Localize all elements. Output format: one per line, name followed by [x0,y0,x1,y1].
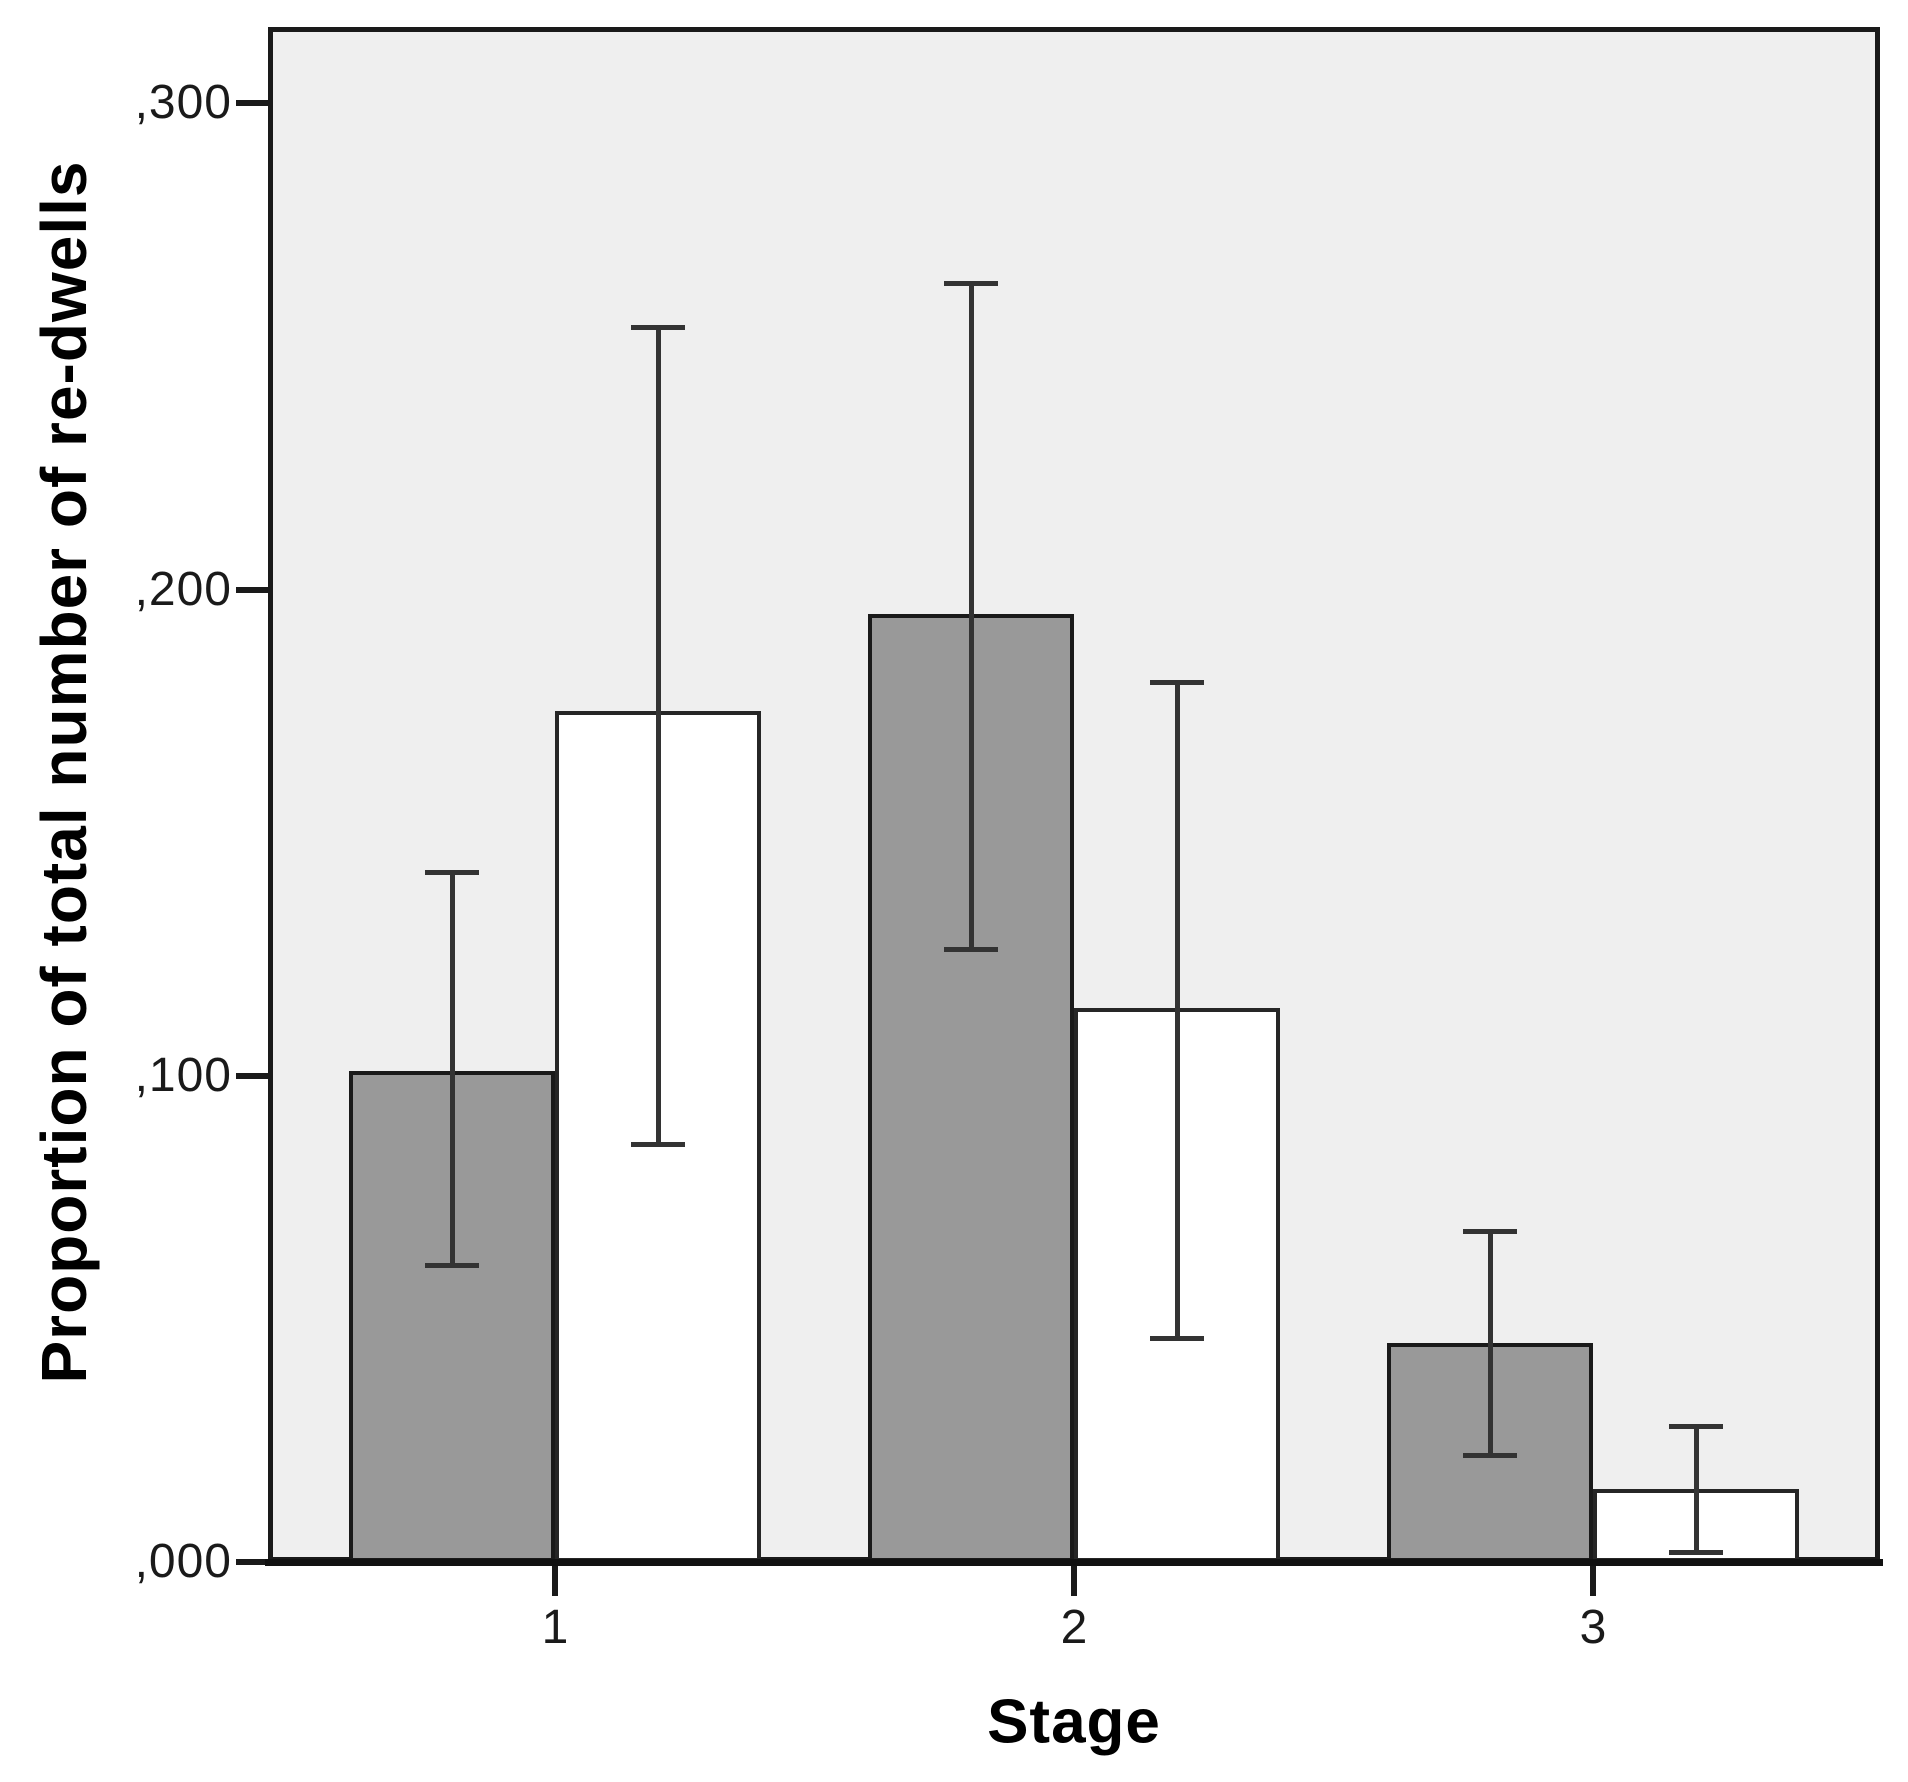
error-bar-cap-bottom [631,1141,685,1147]
y-axis-tick [236,1072,268,1079]
y-tick-label: ,300 [134,76,232,130]
error-bar-line [1487,1231,1493,1456]
y-tick-label: ,100 [134,1048,232,1102]
error-bar-cap-bottom [1463,1453,1517,1459]
error-bar-cap-bottom [1669,1550,1723,1556]
error-bar-cap-bottom [1150,1336,1204,1342]
x-tick-label: 2 [1060,1601,1088,1654]
error-bar-cap-bottom [944,947,998,953]
x-tick-label: 1 [541,1601,569,1654]
error-bar-cap-top [1669,1423,1723,1429]
error-bar-cap-top [1463,1229,1517,1235]
y-tick-label: ,200 [134,562,232,616]
x-axis-line [265,1559,1883,1566]
y-axis-tick [236,586,268,593]
error-bar-cap-top [631,324,685,330]
error-bar-line [1693,1425,1699,1553]
y-axis-title: Proportion of total number of re-dwells [28,160,100,1384]
error-bar-cap-top [1150,679,1204,685]
x-tick-label: 3 [1579,1601,1607,1654]
y-axis-tick [236,100,268,107]
error-bar-cap-top [944,281,998,287]
x-axis-tick [552,1562,558,1596]
error-bar-line [968,283,974,950]
x-axis-tick [1590,1562,1596,1596]
error-bar-line [655,326,661,1144]
error-bar-cap-bottom [425,1263,479,1269]
y-tick-label: ,000 [134,1535,232,1588]
y-axis-tick [236,1559,268,1565]
error-bar-cap-top [425,869,479,875]
x-axis-title: Stage [987,1687,1161,1757]
error-bar-line [1174,681,1180,1339]
error-bar-line [449,871,455,1266]
x-axis-tick [1071,1562,1077,1596]
